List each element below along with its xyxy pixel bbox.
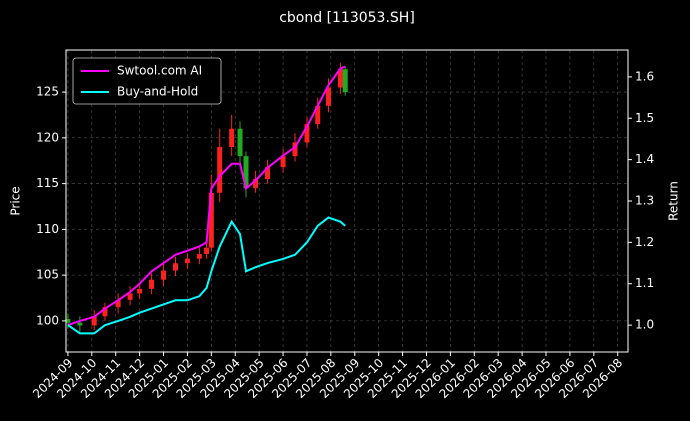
y-tick-label: 115 xyxy=(36,176,59,190)
candle-body xyxy=(280,156,286,168)
candle-body xyxy=(229,128,235,148)
legend-box xyxy=(72,57,222,105)
y2-tick-label: 1.2 xyxy=(635,235,654,249)
candle-body xyxy=(65,319,71,323)
candle-body xyxy=(304,124,310,143)
return-line xyxy=(67,216,346,335)
candle-body xyxy=(127,293,133,300)
candle-body xyxy=(77,322,83,326)
chart-title: cbond [113053.SH] xyxy=(279,10,415,26)
candle-body xyxy=(292,142,298,157)
candle-body xyxy=(217,147,223,193)
y2-tick-label: 1.3 xyxy=(635,194,654,208)
y2-tick-label: 1.6 xyxy=(635,69,654,83)
candle-body xyxy=(91,316,97,326)
y-tick-label: 120 xyxy=(36,130,59,144)
candle-body xyxy=(243,156,249,189)
y-tick-label: 110 xyxy=(36,222,59,236)
candle-body xyxy=(204,247,210,255)
candle-body xyxy=(265,167,271,180)
y2-tick-label: 1.5 xyxy=(635,111,654,125)
candle-body xyxy=(325,87,331,106)
y2-tick-label: 1.4 xyxy=(635,152,654,166)
y2-tick-label: 1.0 xyxy=(635,318,654,332)
candle-body xyxy=(253,179,259,189)
candle-body xyxy=(149,279,155,289)
candle-body xyxy=(161,270,167,280)
candle-body xyxy=(184,258,190,264)
candle-body xyxy=(115,299,121,308)
legend-label: Buy-and-Hold xyxy=(117,85,198,99)
candle-body xyxy=(342,69,348,93)
candle-body xyxy=(337,69,343,88)
candle-body xyxy=(137,288,143,294)
y-axis-label: Price xyxy=(9,186,23,215)
candle-body xyxy=(208,192,214,248)
candle-body xyxy=(172,263,178,271)
candle-body xyxy=(237,128,243,157)
y2-axis-label: Return xyxy=(667,181,681,221)
return-line xyxy=(67,65,346,327)
plot-frame xyxy=(65,49,629,353)
y-tick-label: 100 xyxy=(36,313,59,327)
candle-body xyxy=(102,307,108,317)
candle-body xyxy=(196,254,202,259)
y-tick-label: 125 xyxy=(36,85,59,99)
legend-label: Swtool.com AI xyxy=(117,64,202,78)
y2-tick-label: 1.1 xyxy=(635,276,654,290)
candle-body xyxy=(315,105,321,125)
y-tick-label: 105 xyxy=(36,268,59,282)
